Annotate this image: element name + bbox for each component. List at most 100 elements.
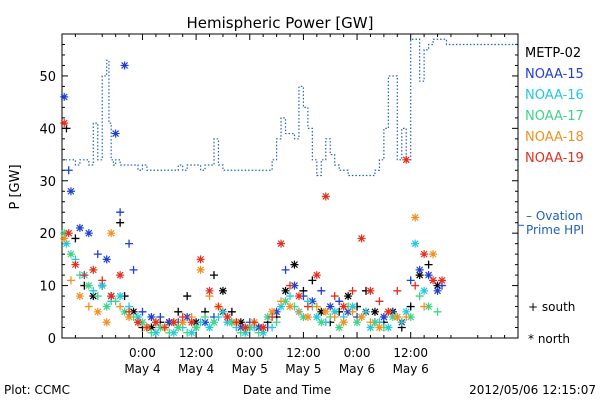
south-point [160, 323, 169, 332]
ovation-label-line1: – Ovation [526, 209, 583, 223]
south-point [196, 318, 205, 327]
north-point [263, 313, 272, 322]
north-point [424, 271, 433, 280]
north-point [71, 260, 80, 269]
south-point [330, 292, 339, 301]
south-point [286, 281, 294, 290]
north-point [116, 271, 125, 280]
north-point [107, 229, 116, 238]
north-point [205, 323, 214, 332]
south-point [183, 292, 192, 301]
north-point [201, 318, 210, 327]
north-marker-legend: * north [528, 332, 570, 346]
north-point [281, 286, 290, 295]
north-point [286, 302, 294, 311]
south-point [411, 281, 420, 290]
north-point [223, 318, 232, 327]
north-point [259, 328, 268, 337]
south-point [348, 286, 357, 295]
north-point [402, 155, 411, 164]
x-tick-time-label: 12:00 [179, 346, 214, 360]
north-point [102, 318, 111, 327]
north-point [75, 292, 84, 301]
south-point [125, 307, 134, 316]
north-point [254, 323, 263, 332]
north-point [205, 286, 214, 295]
south-point [64, 166, 73, 175]
south-point [156, 313, 165, 322]
south-point [98, 276, 107, 285]
north-point [134, 318, 142, 327]
north-point [321, 307, 330, 316]
north-point [348, 302, 357, 311]
south-point [147, 328, 156, 337]
plot-timestamp: 2012/05/06 12:15:07 [469, 383, 596, 397]
north-point [64, 229, 73, 238]
north-point [259, 323, 268, 332]
south-point [80, 271, 89, 280]
north-point [299, 313, 308, 322]
south-point [393, 286, 402, 295]
south-point [402, 313, 411, 322]
north-point [187, 328, 196, 337]
south-point [93, 292, 102, 301]
x-tick-time-label: 0:00 [129, 346, 156, 360]
x-tick-time-label: 0:00 [344, 346, 371, 360]
north-point [196, 265, 205, 274]
north-point [393, 313, 402, 322]
y-axis-label: P [GW] [8, 164, 23, 209]
north-point [433, 281, 442, 290]
south-point [250, 318, 259, 327]
north-point [344, 292, 353, 301]
south-point [303, 302, 312, 311]
north-point [366, 286, 375, 295]
north-point [75, 223, 84, 232]
north-point [151, 318, 160, 327]
south-point [286, 292, 294, 301]
south-point [375, 297, 384, 306]
south-point [210, 271, 218, 280]
south-point [415, 292, 424, 301]
south-point [424, 260, 433, 269]
north-point [151, 328, 160, 337]
north-point [370, 318, 379, 327]
north-point [174, 323, 183, 332]
y-tick-label: 50 [39, 70, 56, 85]
north-point [388, 313, 397, 322]
south-point [362, 307, 370, 316]
north-point [223, 313, 232, 322]
south-point [308, 276, 317, 285]
y-tick-label: 10 [39, 280, 56, 295]
north-point [330, 307, 339, 316]
north-point [420, 250, 429, 259]
north-point [303, 313, 312, 322]
north-point [129, 307, 138, 316]
north-point [433, 286, 442, 295]
north-point [415, 271, 424, 280]
north-point [84, 229, 93, 238]
north-point [125, 313, 134, 322]
north-point [321, 192, 330, 201]
legend: METP-02 NOAA-15 NOAA-16 NOAA-17 NOAA-18 NOAA-… [525, 46, 584, 166]
north-point [196, 255, 205, 264]
south-point [397, 318, 406, 327]
north-point [102, 255, 111, 264]
north-point [218, 286, 227, 295]
north-point [317, 307, 326, 316]
north-point [192, 323, 201, 332]
north-point [102, 302, 111, 311]
north-point [165, 318, 174, 327]
north-point [236, 323, 245, 332]
south-point [93, 250, 102, 259]
south-marker-legend: + south [528, 300, 575, 314]
north-point [241, 328, 250, 337]
north-point [156, 323, 165, 332]
south-point [254, 328, 263, 337]
legend-entry: NOAA-19 [525, 151, 584, 166]
south-point [89, 286, 98, 295]
north-point [187, 318, 196, 327]
north-point [227, 318, 236, 327]
north-point [245, 323, 254, 332]
south-point [116, 218, 125, 227]
south-point [165, 328, 174, 337]
